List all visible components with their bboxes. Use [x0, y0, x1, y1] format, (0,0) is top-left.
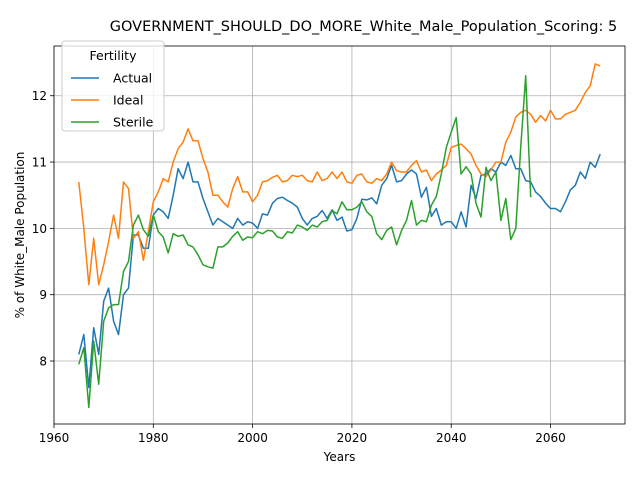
x-tick-label: 2040 [436, 431, 467, 445]
x-tick-label: 1980 [138, 431, 169, 445]
legend-label-sterile: Sterile [113, 115, 154, 130]
y-axis-label: % of White_Male Population [13, 152, 27, 319]
legend: Fertility Actual Ideal Sterile [61, 40, 165, 132]
y-axis-ticks: 8 9 10 11 12 [32, 89, 54, 369]
chart-title: GOVERNMENT_SHOULD_DO_MORE_White_Male_Pop… [110, 19, 617, 35]
plot-frame [53, 45, 626, 425]
legend-box [61, 40, 165, 132]
x-tick-label: 2000 [237, 431, 268, 445]
y-tick-label: 12 [32, 89, 47, 103]
x-tick-label: 2060 [535, 431, 566, 445]
x-axis-label: Years [323, 450, 356, 464]
y-tick-label: 11 [32, 156, 47, 170]
x-tick-label: 1960 [39, 431, 70, 445]
y-tick-label: 9 [39, 288, 47, 302]
series-lines [78, 63, 601, 409]
x-tick-label: 2020 [337, 431, 368, 445]
legend-label-ideal: Ideal [113, 93, 143, 108]
x-axis-ticks: 1960 1980 2000 2020 2040 2060 [39, 424, 566, 445]
y-tick-label: 8 [39, 355, 47, 369]
legend-title: Fertility [90, 48, 138, 63]
series-line-actual [78, 153, 601, 389]
legend-label-actual: Actual [113, 71, 152, 86]
series-line-sterile [78, 75, 532, 409]
series-line-ideal [78, 63, 601, 286]
y-tick-label: 10 [32, 222, 47, 236]
